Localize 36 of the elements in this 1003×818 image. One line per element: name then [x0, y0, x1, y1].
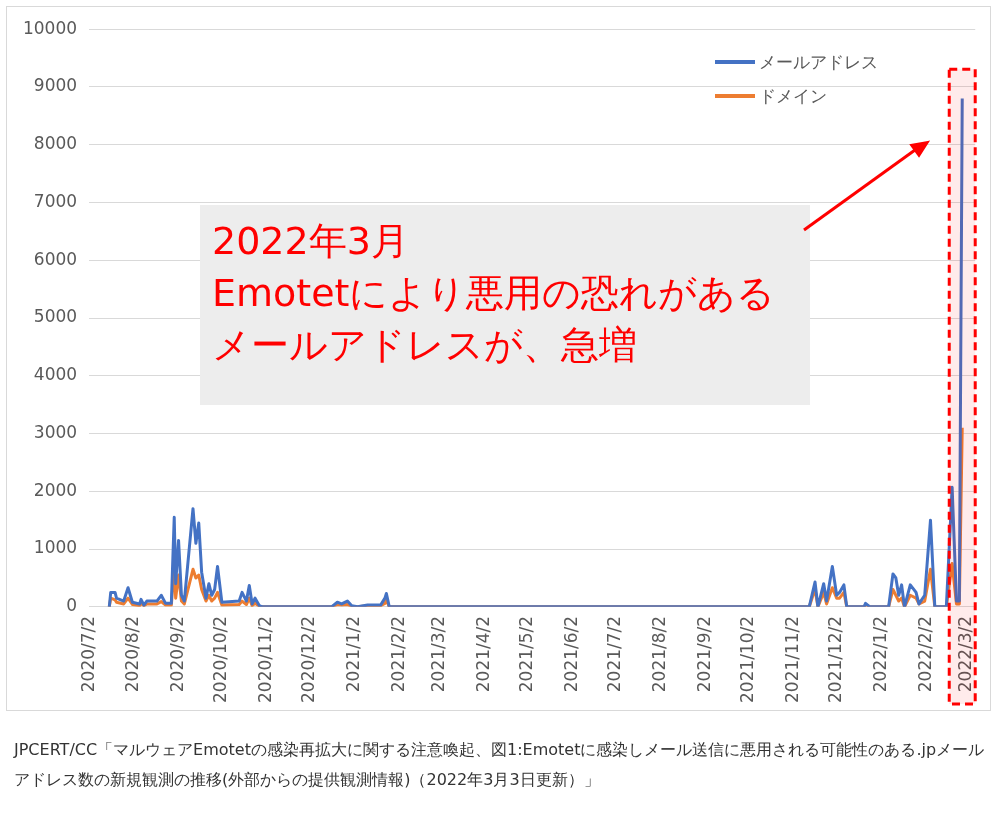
- y-tick-label: 0: [66, 595, 78, 616]
- x-tick-label: 2022/2/2: [914, 615, 935, 693]
- x-tick-label: 2021/11/2: [781, 615, 802, 704]
- y-tick-label: 8000: [33, 133, 78, 154]
- legend-label: メールアドレス: [759, 50, 878, 74]
- x-tick-label: 2021/9/2: [693, 615, 714, 693]
- x-tick-label: 2020/7/2: [77, 615, 98, 693]
- x-tick-label: 2020/11/2: [255, 615, 276, 704]
- x-tick-label: 2020/10/2: [210, 615, 231, 704]
- y-tick-label: 2000: [33, 479, 78, 500]
- x-tick-label: 2020/8/2: [122, 615, 143, 693]
- y-tick-label: 3000: [33, 421, 78, 442]
- x-tick-label: 2021/2/2: [387, 615, 408, 693]
- x-tick-label: 2021/4/2: [472, 615, 493, 693]
- x-tick-label: 2022/3/2: [954, 615, 975, 693]
- x-tick-label: 2021/8/2: [649, 615, 670, 693]
- x-tick-label: 2021/6/2: [560, 615, 581, 693]
- text: JPCERT/CC「マルウェアEmotetの感染再拡大に関する注意喚起、図1:Emotetに感染しメール送信に悪用される可能性のある.jpメールアドレス数の新規観測の推移(外部からの提供観測情報)（2022年3月3日更新）」: [14, 739, 986, 791]
- x-tick-label: 2020/12/2: [298, 615, 319, 704]
- x-tick-label: 2021/1/2: [343, 615, 364, 693]
- annotation: 2022年3月 Emotetにより悪用の恐れがあるメールアドレスが、急増: [200, 205, 810, 405]
- x-tick-label: 2022/1/2: [869, 615, 890, 693]
- x-tick-label: 2020/9/2: [166, 615, 187, 693]
- y-tick-label: 1000: [33, 537, 78, 558]
- y-tick-label: 6000: [33, 248, 78, 269]
- x-tick-label: 2021/5/2: [516, 615, 537, 693]
- y-tick-label: 4000: [33, 364, 78, 385]
- y-tick-label: 5000: [33, 306, 78, 327]
- x-tick-label: 2021/3/2: [428, 615, 449, 693]
- x-tick-label: 2021/7/2: [604, 615, 625, 693]
- y-tick-label: 10000: [22, 17, 78, 38]
- legend-label: ドメイン: [759, 84, 827, 108]
- x-tick-label: 2021/12/2: [825, 615, 846, 704]
- y-tick-label: 7000: [33, 190, 78, 211]
- x-tick-label: 2021/10/2: [737, 615, 758, 704]
- y-tick-label: 9000: [33, 75, 78, 96]
